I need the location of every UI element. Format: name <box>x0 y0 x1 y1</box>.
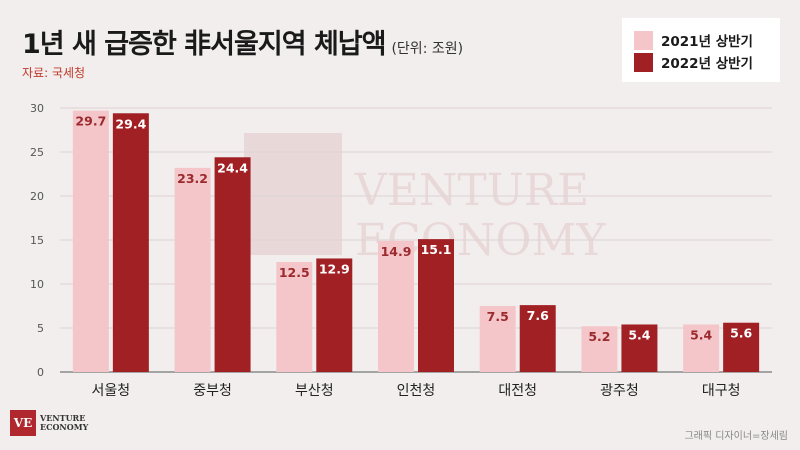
bar-2022 <box>112 113 149 372</box>
logo-text: VENTURE ECONOMY <box>40 414 88 432</box>
bar-2021 <box>174 167 211 372</box>
bar-2022 <box>418 239 454 372</box>
bars: 29.7 29.4 23.2 24.4 12.5 12.9 14.9 15.1 7.5 7.6 5.… <box>72 110 760 372</box>
data-label: 29.7 <box>75 114 106 129</box>
data-label: 14.9 <box>381 244 412 259</box>
data-label: 12.5 <box>279 265 310 280</box>
x-tick-label: 광주청 <box>600 383 639 399</box>
bar-2021 <box>378 240 414 372</box>
watermark-logo-mark <box>244 133 342 255</box>
data-label: 5.4 <box>628 327 650 342</box>
logo-line2: ECONOMY <box>40 422 89 432</box>
y-tick-label: 25 <box>30 146 44 159</box>
data-label: 5.2 <box>588 329 610 344</box>
x-axis: 서울청 중부청 부산청 인천청 대전청 광주청 대구청 <box>92 383 741 399</box>
y-tick-label: 0 <box>37 366 44 379</box>
x-tick-label: 서울청 <box>92 383 131 399</box>
data-label: 15.1 <box>421 242 452 257</box>
watermark-line1: VENTURE <box>354 165 589 216</box>
data-label: 12.9 <box>319 261 350 276</box>
logo-line1: VENTURE <box>40 413 86 423</box>
legend-swatch-2022 <box>634 52 653 72</box>
data-label: 7.6 <box>527 308 549 323</box>
bar-2022 <box>316 258 353 372</box>
legend: 2021년 상반기 2022년 상반기 <box>622 18 780 82</box>
x-tick-label: 부산청 <box>295 383 334 399</box>
x-tick-label: 대전청 <box>498 383 537 399</box>
logo-mark: VE <box>10 410 36 436</box>
y-tick-label: 15 <box>30 234 44 247</box>
bar-2021 <box>479 306 516 372</box>
data-label: 5.4 <box>690 327 712 342</box>
y-tick-label: 20 <box>30 190 44 203</box>
bar-2021 <box>581 326 618 372</box>
bar-2022 <box>723 322 760 372</box>
gridlines <box>60 107 772 373</box>
legend-label-2021: 2021년 상반기 <box>661 34 753 50</box>
y-tick-label: 10 <box>30 278 44 291</box>
designer-credit: 그래픽 디자이너=장세림 <box>684 431 788 442</box>
chart-title: 1년 새 급증한 非서울지역 체납액 (단위: 조원) <box>22 22 463 61</box>
legend-item-2021: 2021년 상반기 <box>634 30 753 50</box>
y-tick-label: 5 <box>37 322 44 335</box>
unit-label: (단위: 조원) <box>391 41 464 57</box>
data-label: 7.5 <box>487 309 509 324</box>
bar-2021 <box>276 262 313 372</box>
brand-logo: VE VENTURE ECONOMY <box>10 410 88 436</box>
y-tick-label: 30 <box>30 102 44 115</box>
legend-item-2022: 2022년 상반기 <box>634 52 753 72</box>
source-label: 자료: 국세청 <box>22 66 86 80</box>
bar-2021 <box>72 110 109 372</box>
data-label: 5.6 <box>730 326 752 341</box>
legend-swatch-2021 <box>634 30 653 50</box>
chart-title-text: 1년 새 급증한 非서울지역 체납액 <box>22 29 386 60</box>
x-tick-label: 인천청 <box>397 383 436 399</box>
legend-label-2022: 2022년 상반기 <box>661 56 753 72</box>
bar-2022 <box>519 305 556 372</box>
x-tick-label: 대구청 <box>702 383 741 399</box>
data-label: 29.4 <box>115 116 146 131</box>
data-label: 23.2 <box>177 171 208 186</box>
data-label: 24.4 <box>217 160 248 175</box>
bar-2022 <box>214 157 251 372</box>
bar-2022 <box>621 324 658 372</box>
bar-2021 <box>683 324 720 372</box>
y-axis: 0 5 10 15 20 25 30 <box>30 102 44 379</box>
x-tick-label: 중부청 <box>193 383 232 399</box>
